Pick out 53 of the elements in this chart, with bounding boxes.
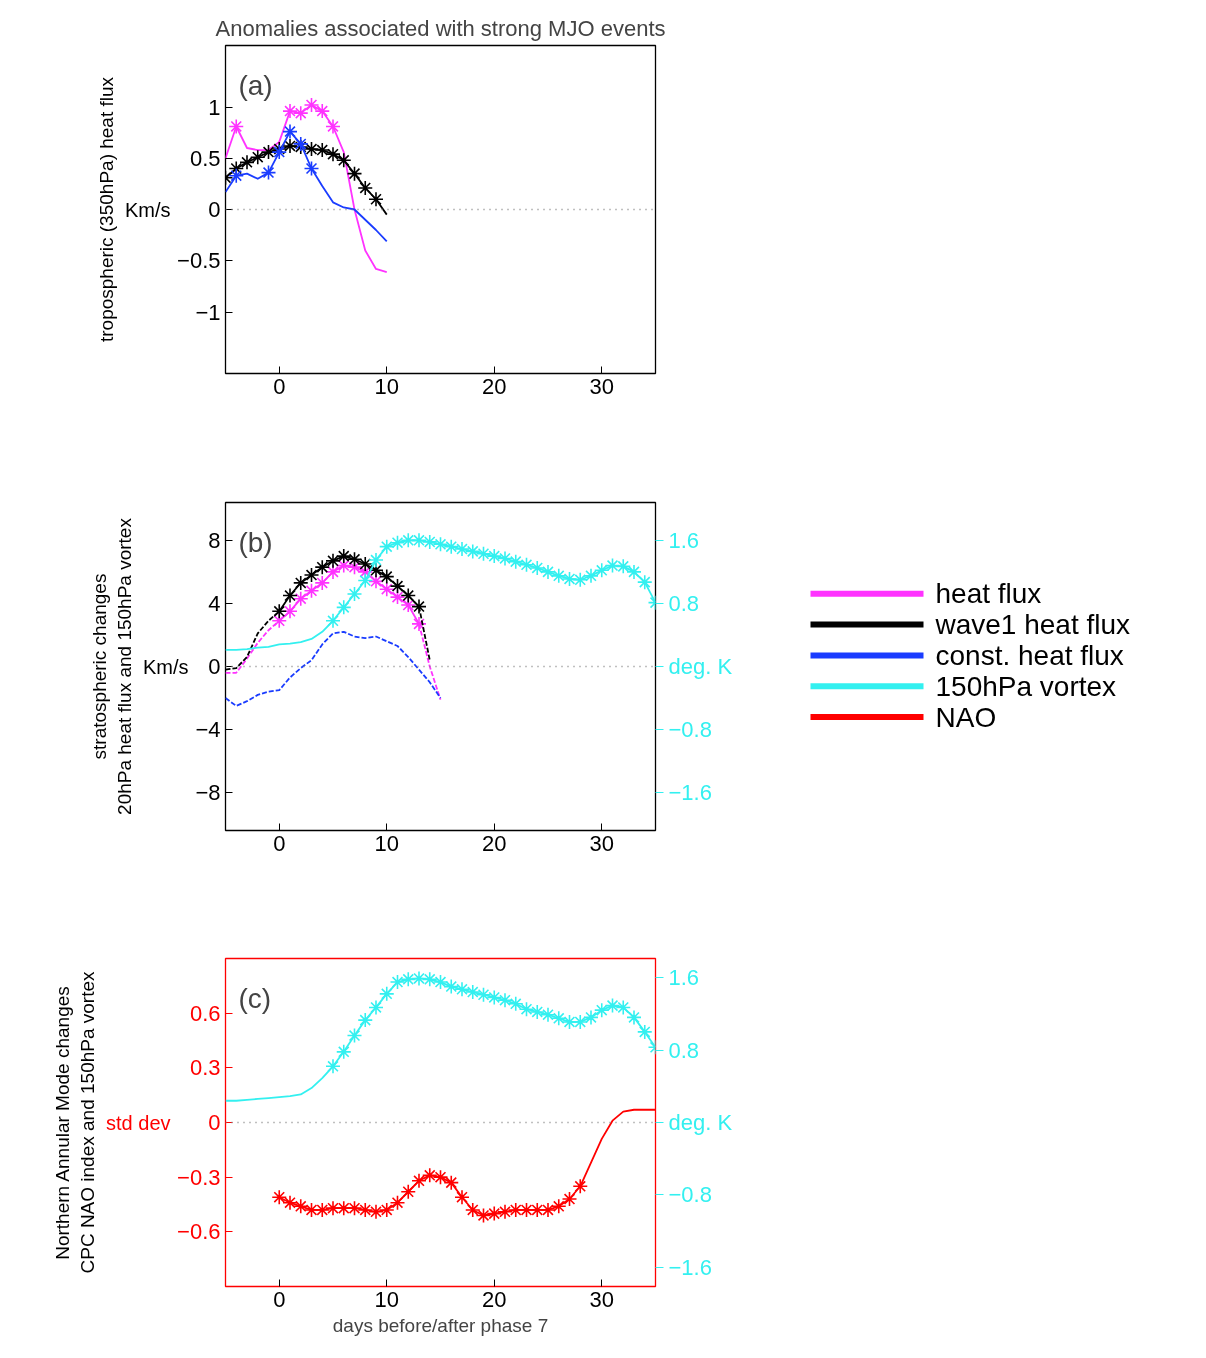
x-axis-title: days before/after phase 7 <box>332 1314 549 1336</box>
y-tick-label: −8 <box>195 780 221 806</box>
y2-tick-label: 0.8 <box>668 590 700 616</box>
annotation: (b) <box>238 527 273 559</box>
y-tick-label: 0 <box>208 654 221 679</box>
x-tick-label: 30 <box>589 373 614 399</box>
y2-tick-label: 1.6 <box>668 527 700 553</box>
y-axis-title: tropospheric (350hPa) heat flux <box>95 76 117 343</box>
y2-tick-label: −1.6 <box>668 1254 712 1280</box>
y-tick-label: −0.6 <box>177 1219 221 1245</box>
x-tick-label: 10 <box>374 1286 399 1312</box>
y-tick-label: 4 <box>208 590 221 616</box>
annotation: (a) <box>238 70 273 102</box>
y-tick-label: 1 <box>208 94 221 120</box>
text: Km/s <box>124 198 171 221</box>
legend-label: const. heat flux <box>935 639 1124 671</box>
x-tick-label: 10 <box>374 830 399 856</box>
y2-tick-label: 1.6 <box>668 965 700 991</box>
x-tick-label: 20 <box>482 373 507 399</box>
x-tick-label: 30 <box>589 830 614 856</box>
x-tick-label: 20 <box>482 1286 507 1312</box>
y-axis-title: stratospheric changes 20hPa heat flux and 150hPa vortex <box>88 517 135 815</box>
y-tick-label: 0 <box>208 197 221 222</box>
legend-label: wave1 heat flux <box>934 609 1131 641</box>
annotation: (c) <box>238 983 272 1015</box>
y-tick-label: 0.5 <box>189 145 221 171</box>
x-tick-label: 0 <box>273 373 286 399</box>
y-tick-label: 0 <box>208 1110 221 1135</box>
y-tick-label: 0.6 <box>189 1000 221 1026</box>
y-tick-label: −0.5 <box>177 248 221 274</box>
legend-label: NAO <box>935 701 997 733</box>
x-tick-label: 10 <box>374 373 399 399</box>
y-tick-label: −0.3 <box>177 1164 221 1190</box>
legend-label: 150hPa vortex <box>935 670 1117 702</box>
chart-title: Anomalies associated with strong MJO events <box>215 15 666 41</box>
x-tick-label: 0 <box>273 830 286 856</box>
x-tick-label: 30 <box>589 1286 614 1312</box>
y-tick-label: −1 <box>195 299 221 325</box>
y-axis-title: Northern Annular Mode changes CPC NAO index and 150hPa vortex <box>51 970 99 1274</box>
text: Km/s <box>142 655 189 678</box>
y2-tick-label: 0.8 <box>668 1037 700 1063</box>
y2-tick-label: −0.8 <box>668 1182 712 1208</box>
y-tick-label: 8 <box>208 527 221 553</box>
y2-tick-label: −1.6 <box>668 780 712 806</box>
legend-label: heat flux <box>935 578 1042 610</box>
text: std dev <box>106 1111 171 1134</box>
y-tick-label: 0.3 <box>189 1055 221 1081</box>
y-tick-label: −4 <box>195 717 221 743</box>
y2-tick-label: deg. K <box>668 654 733 679</box>
y2-tick-label: deg. K <box>668 1110 733 1135</box>
x-tick-label: 0 <box>273 1286 286 1312</box>
x-tick-label: 20 <box>482 830 507 856</box>
y2-tick-label: −0.8 <box>668 717 712 743</box>
